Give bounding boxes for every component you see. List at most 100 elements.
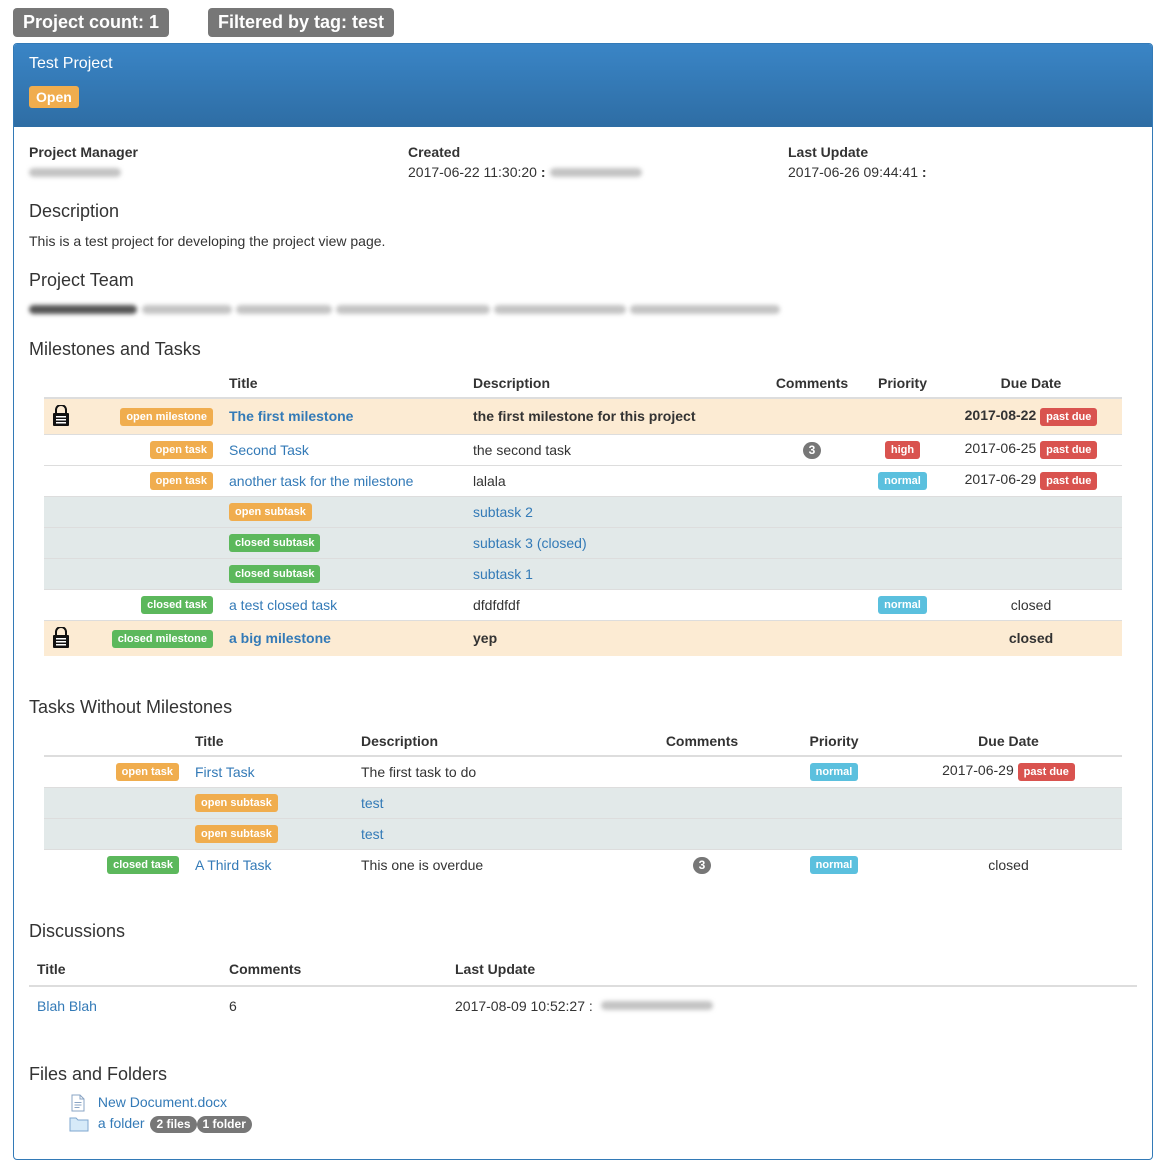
- col-comments: Comments: [631, 726, 773, 757]
- due-date: 2017-06-29: [942, 762, 1014, 779]
- discussions-table: Title Comments Last Update Blah Blah 6 2…: [29, 952, 1137, 1024]
- project-title: Test Project: [29, 55, 113, 72]
- past-due-badge: past due: [1040, 472, 1098, 490]
- milestone-title-link[interactable]: The first milestone: [229, 408, 354, 425]
- team-member[interactable]: [630, 305, 780, 314]
- discussion-row: Blah Blah 6 2017-08-09 10:52:27 :: [29, 986, 1137, 1024]
- task-status-badge: closed task: [141, 596, 213, 614]
- project-description: This is a test project for developing th…: [29, 233, 386, 249]
- tag-filter-badge[interactable]: Filtered by tag: test: [208, 8, 395, 37]
- milestone-icon-cell: [44, 397, 82, 434]
- milestone-row: closed milestone a big milestone yep clo…: [44, 619, 1122, 656]
- subtask-status-badge: open subtask: [195, 825, 278, 843]
- task-title-link[interactable]: First Task: [195, 763, 255, 780]
- folder-item[interactable]: a folder 2 files 1 folder: [69, 1115, 252, 1133]
- tasks-without-table: Title Description Comments Priority Due …: [44, 726, 1122, 880]
- subtask-title-link[interactable]: test: [361, 794, 384, 811]
- team-member[interactable]: [336, 305, 490, 314]
- col-title: Title: [29, 952, 221, 987]
- project-panel: Test Project Open Project Manager Create…: [13, 43, 1153, 1160]
- file-item[interactable]: New Document.docx: [71, 1094, 227, 1112]
- task-title-link[interactable]: A Third Task: [195, 856, 272, 873]
- discussions-heading: Discussions: [29, 921, 126, 941]
- col-priority: Priority: [773, 726, 895, 757]
- priority-badge: high: [884, 441, 921, 459]
- col-status: [44, 726, 187, 757]
- subtask-row: closed subtask subtask 1: [44, 557, 1122, 589]
- discussion-title-link[interactable]: Blah Blah: [37, 997, 97, 1014]
- subtask-status-badge: closed subtask: [229, 565, 321, 583]
- due-date: closed: [940, 619, 1122, 656]
- subtask-title-link[interactable]: subtask 1: [473, 565, 533, 582]
- col-description: Description: [465, 368, 759, 399]
- past-due-badge: past due: [1040, 407, 1098, 426]
- folder-link[interactable]: a folder: [97, 1115, 145, 1131]
- past-due-badge: past due: [1017, 763, 1075, 782]
- task-description: This one is overdue: [353, 848, 631, 880]
- task-description: The first task to do: [353, 755, 631, 787]
- created-value: 2017-06-22 11:30:20 :: [408, 164, 546, 180]
- priority-badge: normal: [809, 856, 859, 875]
- team-member[interactable]: [494, 305, 626, 314]
- discussion-author-redacted: [600, 1000, 713, 1010]
- milestones-table: Title Description Comments Priority Due …: [44, 368, 1122, 656]
- document-link[interactable]: New Document.docx: [97, 1094, 228, 1110]
- team-member[interactable]: [29, 305, 137, 314]
- milestone-description: the first milestone for this project: [465, 397, 759, 434]
- manager-label: Project Manager: [29, 144, 138, 160]
- due-date: 2017-06-29: [964, 471, 1037, 487]
- milestone-icon-cell: [44, 619, 82, 656]
- task-status-badge: open task: [115, 763, 179, 782]
- col-comments: Comments: [759, 368, 865, 399]
- subtask-row: open subtask test: [44, 786, 1122, 818]
- priority-badge: normal: [878, 596, 927, 614]
- tasks-without-heading: Tasks Without Milestones: [29, 697, 233, 717]
- col-priority: Priority: [865, 368, 940, 399]
- milestone-description: yep: [465, 619, 759, 656]
- milestone-title-link[interactable]: a big milestone: [229, 630, 331, 647]
- team-member[interactable]: [142, 305, 232, 314]
- subtask-status-badge: open subtask: [195, 794, 278, 812]
- project-count-badge: Project count: 1: [13, 8, 170, 37]
- updated-label: Last Update: [788, 144, 869, 160]
- due-date: closed: [940, 588, 1122, 620]
- col-description: Description: [353, 726, 631, 757]
- task-status-badge: open task: [149, 441, 213, 459]
- discussion-comment-count: 6: [229, 997, 237, 1014]
- discussion-last-update: 2017-08-09 10:52:27 :: [455, 997, 593, 1014]
- task-row: closed task A Third Task This one is ove…: [44, 848, 1122, 880]
- col-comments: Comments: [221, 952, 447, 987]
- subtask-status-badge: open subtask: [229, 503, 312, 521]
- subtask-title-link[interactable]: test: [361, 825, 384, 842]
- col-due-date: Due Date: [895, 726, 1122, 757]
- task-title-link[interactable]: another task for the milestone: [229, 472, 414, 489]
- files-heading: Files and Folders: [29, 1064, 168, 1084]
- col-last-update: Last Update: [447, 952, 1137, 987]
- manager-name-redacted: [29, 168, 121, 177]
- task-title-link[interactable]: Second Task: [229, 441, 309, 458]
- milestones-heading: Milestones and Tasks: [29, 339, 201, 359]
- folder-file-count-badge: 2 files: [150, 1116, 197, 1133]
- created-date: 2017-06-22 11:30:20: [408, 164, 537, 180]
- created-separator: :: [540, 164, 546, 180]
- team-member[interactable]: [236, 305, 332, 314]
- col-title: Title: [221, 368, 465, 399]
- past-due-badge: past due: [1040, 441, 1098, 459]
- document-icon: [71, 1094, 85, 1112]
- creator-name-redacted: [550, 168, 642, 177]
- subtask-title-link[interactable]: subtask 3 (closed): [473, 534, 587, 551]
- task-title-link[interactable]: a test closed task: [229, 596, 338, 613]
- subtask-row: open subtask subtask 2: [44, 495, 1122, 527]
- folder-subfolder-count-badge: 1 folder: [196, 1116, 252, 1133]
- priority-badge: normal: [809, 763, 859, 782]
- milestone-status-badge: open milestone: [120, 407, 213, 426]
- created-label: Created: [408, 144, 461, 160]
- col-icon: [44, 368, 82, 399]
- description-heading: Description: [29, 201, 120, 221]
- task-status-badge: closed task: [107, 856, 179, 875]
- task-row: open task Second Task the second task 3 …: [44, 433, 1122, 465]
- subtask-title-link[interactable]: subtask 2: [473, 503, 533, 520]
- updated-value: 2017-06-26 09:44:41 :: [788, 164, 927, 180]
- comment-count-badge: 3: [692, 856, 712, 874]
- task-row: open task another task for the milestone…: [44, 464, 1122, 496]
